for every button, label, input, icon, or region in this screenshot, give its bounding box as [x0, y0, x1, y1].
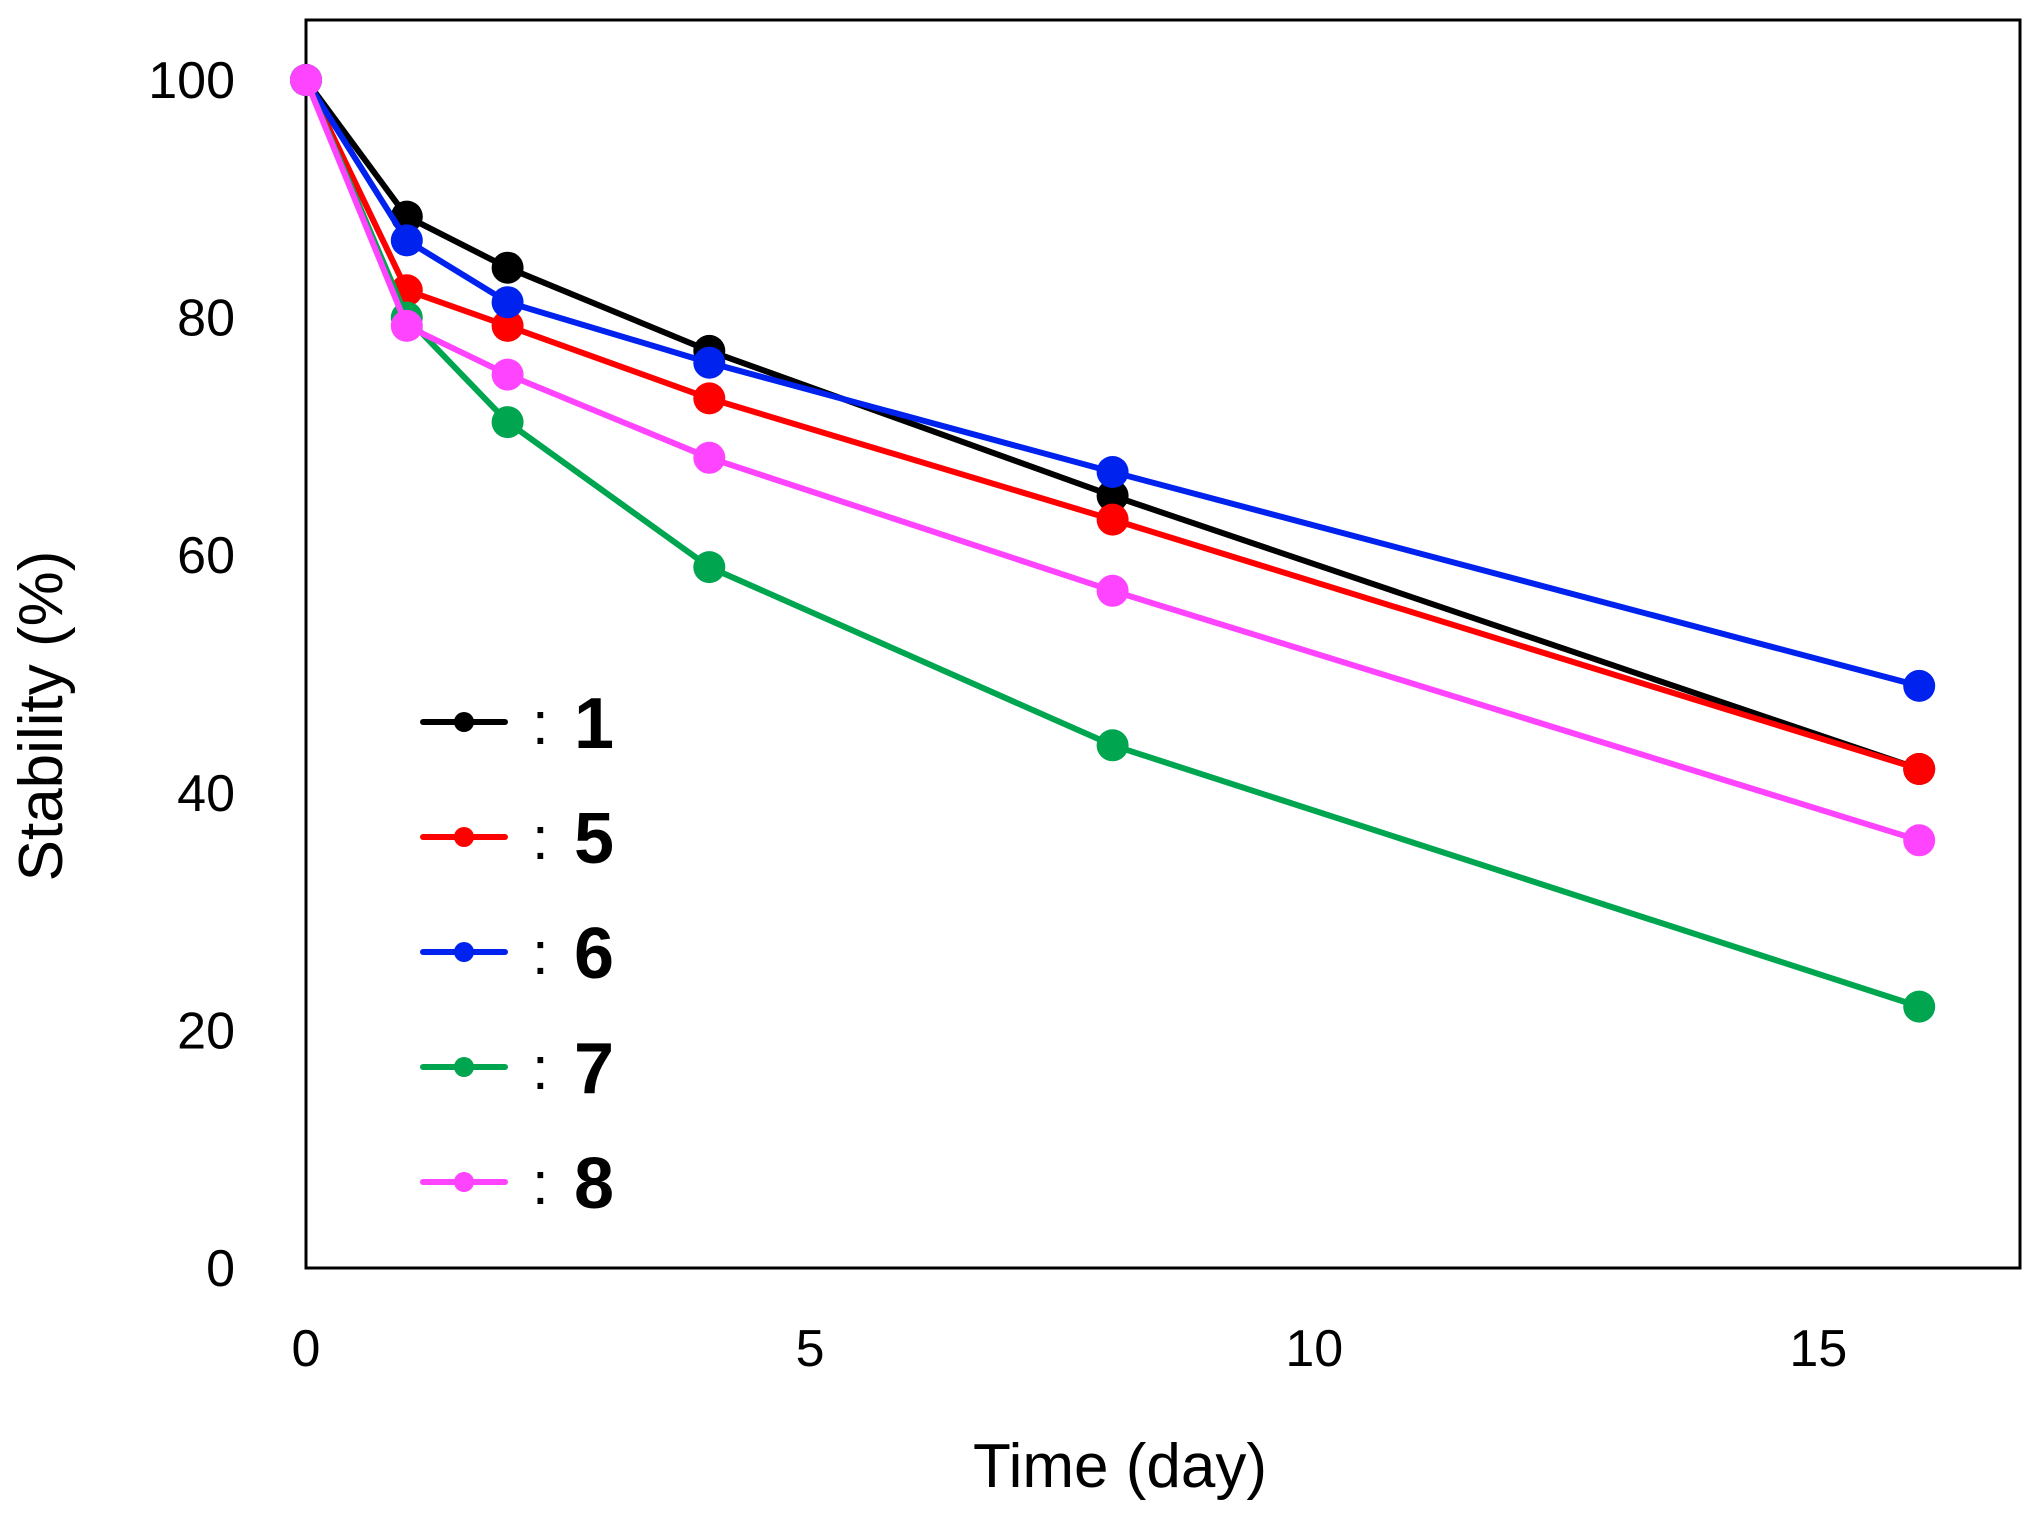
- data-point-series-7: [1096, 729, 1129, 762]
- legend-separator: :: [532, 1035, 549, 1102]
- legend-separator: :: [532, 920, 549, 987]
- data-point-series-6: [693, 346, 726, 379]
- data-point-series-8: [693, 441, 726, 474]
- data-point-series-7: [1903, 990, 1936, 1023]
- series-line-6: [303, 77, 1923, 689]
- x-axis-ticks: 0 5 10 15: [292, 1320, 1848, 1378]
- legend-swatch-marker: [454, 712, 474, 732]
- legend-item-8: :8: [420, 1144, 614, 1224]
- x-tick-label: 0: [292, 1320, 321, 1378]
- legend-label: 6: [574, 914, 614, 994]
- data-point-series-5: [1903, 753, 1936, 785]
- data-point-series-1: [1096, 479, 1129, 512]
- legend-label: 8: [574, 1144, 614, 1224]
- x-tick-label: 15: [1789, 1320, 1847, 1378]
- legend-separator: :: [532, 805, 549, 872]
- data-point-series-6: [1096, 456, 1129, 488]
- legend-separator: :: [532, 1150, 549, 1217]
- legend-label: 5: [574, 799, 614, 879]
- data-point-series-6: [390, 224, 423, 257]
- legend-item-6: :6: [420, 914, 614, 994]
- data-point-series-8: [1096, 574, 1129, 607]
- x-tick-label: 10: [1285, 1320, 1343, 1378]
- legend-label: 1: [574, 684, 614, 764]
- data-point-series-5: [693, 382, 726, 415]
- y-tick-label: 0: [206, 1240, 235, 1298]
- data-point-series-7: [491, 406, 524, 439]
- data-point-series-5: [1096, 503, 1129, 536]
- data-point-series-7: [693, 551, 726, 584]
- legend: :1: 5: 6: 7: 8: [420, 684, 614, 1224]
- legend-label: 7: [574, 1029, 614, 1109]
- legend-item-7: :7: [420, 1029, 614, 1109]
- y-axis-ticks: 0 20 40 60 80 100: [148, 52, 235, 1298]
- legend-swatch-marker: [454, 1172, 474, 1192]
- legend-swatch-marker: [454, 1057, 474, 1077]
- data-point-series-6: [491, 286, 524, 319]
- data-point-series-1: [491, 251, 524, 284]
- y-tick-label: 60: [177, 527, 235, 585]
- x-axis-title: Time (day): [973, 1432, 1267, 1501]
- series-line-8: [303, 77, 1923, 844]
- legend-item-5: :5: [420, 799, 614, 879]
- legend-swatch-marker: [454, 827, 474, 847]
- data-point-series-8: [1903, 824, 1936, 857]
- series-layer: [290, 64, 1936, 1023]
- legend-item-1: :1: [420, 684, 614, 764]
- y-tick-label: 80: [177, 290, 235, 348]
- y-axis-title: Stability (%): [7, 551, 76, 882]
- legend-separator: :: [532, 690, 549, 757]
- data-point-series-5: [491, 309, 524, 342]
- series-line-1: [303, 77, 1923, 772]
- data-point-series-8: [491, 358, 524, 391]
- plot-frame: [304, 18, 2022, 1270]
- legend-swatch-marker: [454, 942, 474, 962]
- y-tick-label: 20: [177, 1002, 235, 1060]
- data-point-series-6: [1903, 669, 1936, 702]
- series-line-5: [303, 77, 1923, 772]
- x-tick-label: 5: [796, 1320, 825, 1378]
- data-point-series-8: [290, 64, 322, 96]
- series-8: [290, 64, 1936, 857]
- series-6: [290, 64, 1936, 702]
- data-point-series-8: [390, 309, 423, 342]
- y-tick-label: 100: [148, 52, 235, 110]
- y-tick-label: 40: [177, 765, 235, 823]
